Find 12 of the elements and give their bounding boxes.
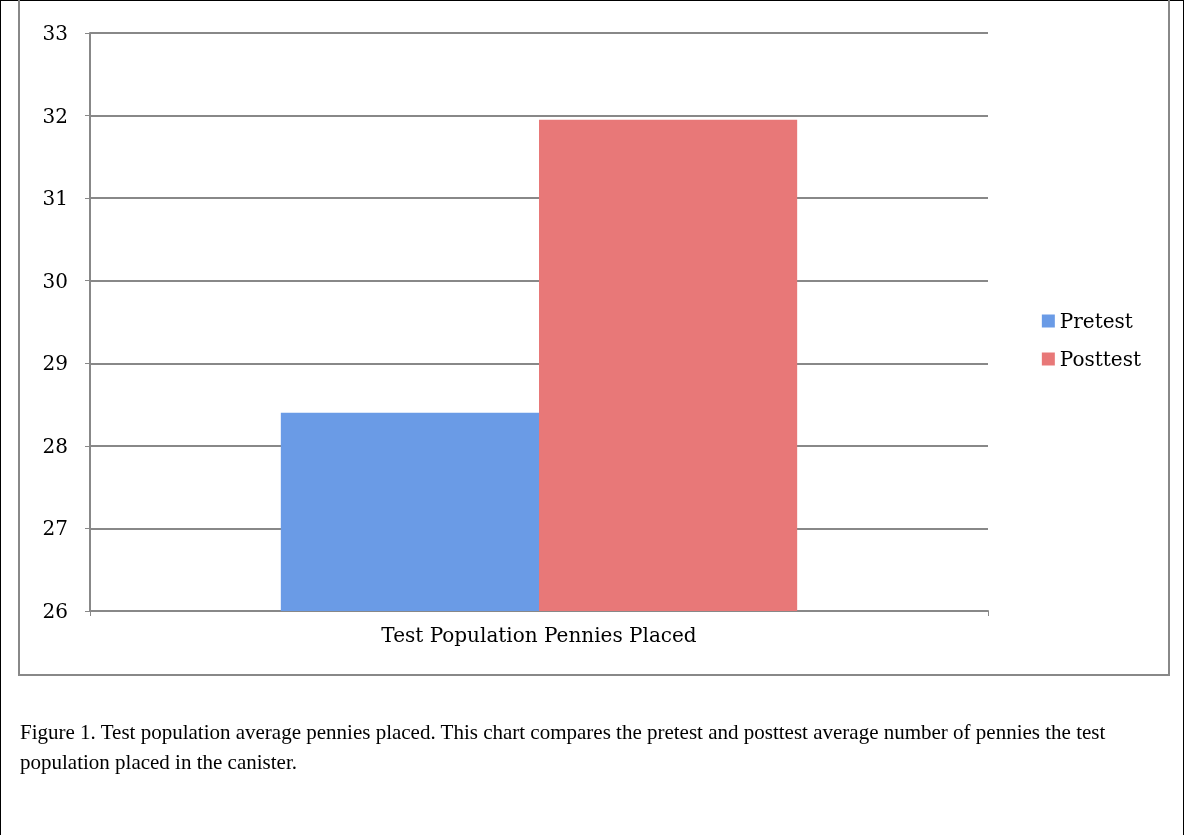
legend-label: Pretest	[1059, 309, 1133, 333]
y-tick-label: 31	[42, 186, 68, 211]
x-tick-label: Test Population Pennies Placed	[381, 623, 697, 647]
y-tick-label: 26	[42, 599, 68, 623]
caption: Figure 1. Test population average pennies placed. This chart compares the pretest and posttest average number of pennies the test population placed in the canister.	[20, 719, 1107, 776]
y-tick-label: 32	[42, 103, 68, 128]
y-tick-label: 30	[42, 268, 68, 293]
y-tick-label: 28	[42, 433, 68, 458]
y-tick-label: 27	[42, 516, 68, 541]
y-tick-label: 33	[42, 21, 68, 45]
legend-label: Posttest	[1059, 347, 1142, 371]
y-tick-label: 29	[42, 351, 68, 376]
